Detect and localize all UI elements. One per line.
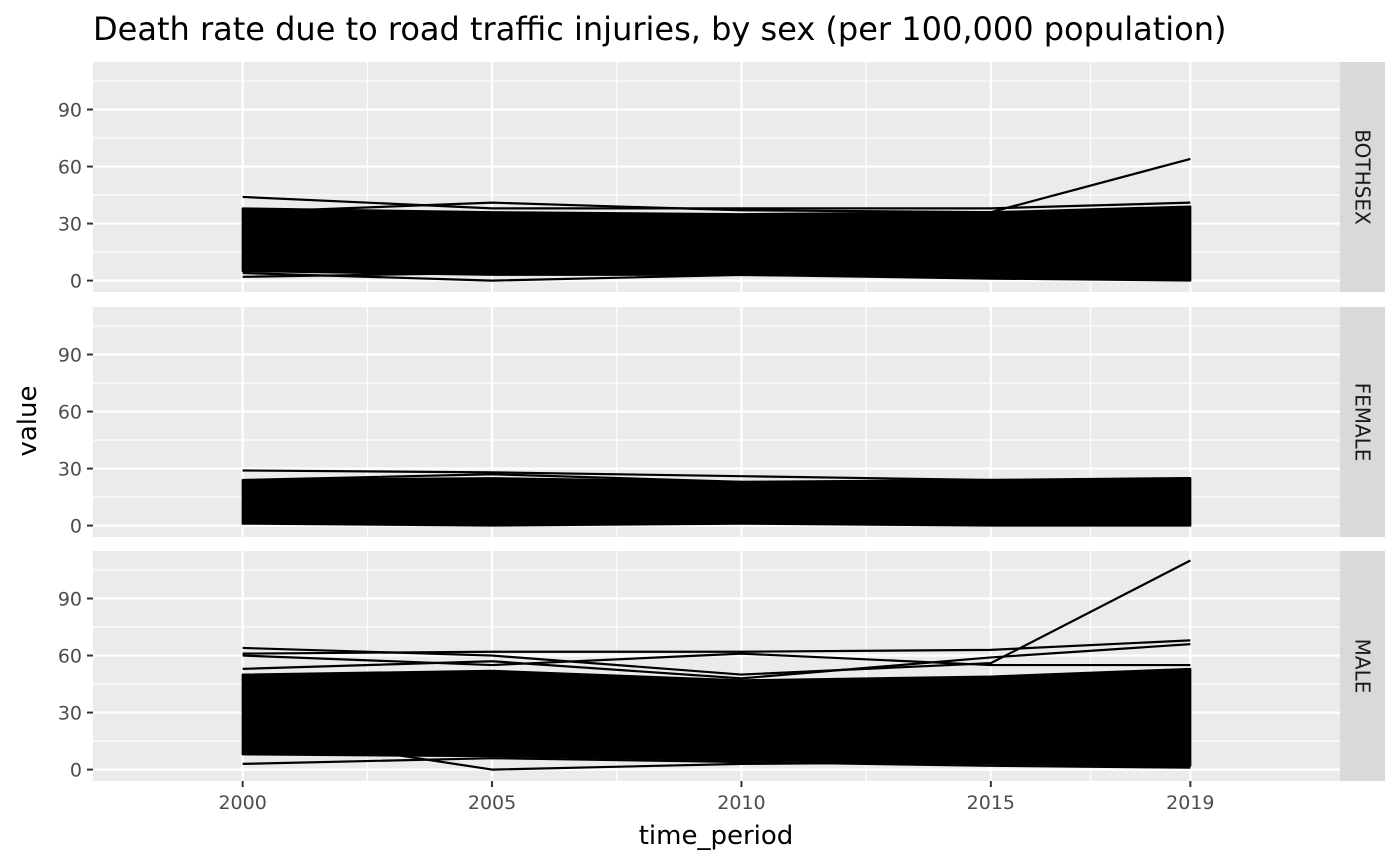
facet-panel-bothsex: 0 30 60 90 BOTHSEX bbox=[58, 62, 1385, 293]
series-band bbox=[241, 205, 1192, 282]
facet-strip-label: MALE bbox=[1351, 639, 1375, 694]
y-tick-label: 60 bbox=[58, 402, 82, 424]
x-tick-label: 2019 bbox=[1166, 792, 1214, 814]
x-tick-label: 2010 bbox=[717, 792, 765, 814]
series-line bbox=[242, 652, 1191, 667]
series-line bbox=[242, 157, 1191, 214]
facet-panel-male: 0 30 60 90 MALE bbox=[58, 551, 1385, 782]
facet-panel-female: 0 30 60 90 FEMALE bbox=[58, 307, 1385, 538]
y-tick-label: 90 bbox=[58, 589, 82, 611]
series-group bbox=[241, 469, 1192, 527]
y-tick-label: 30 bbox=[58, 703, 82, 725]
series-line bbox=[242, 559, 1191, 676]
facet-panels: 0 30 60 90 BOTHSEX 0 30 60 90 FEMALE 0 30 60 90 MALE bbox=[58, 62, 1385, 782]
facet-strip bbox=[1340, 62, 1385, 292]
x-tick-label: 2000 bbox=[218, 792, 266, 814]
y-tick-label: 90 bbox=[58, 100, 82, 122]
series-group bbox=[241, 559, 1192, 771]
series-band bbox=[241, 477, 1192, 527]
series-line bbox=[242, 730, 1191, 771]
y-tick-label: 0 bbox=[70, 760, 82, 782]
series-line bbox=[242, 643, 1191, 680]
facet-strip-label: BOTHSEX bbox=[1351, 129, 1375, 225]
chart-title: Death rate due to road traffic injuries,… bbox=[93, 10, 1227, 48]
y-tick-label: 90 bbox=[58, 345, 82, 367]
x-axis-title: time_period bbox=[639, 821, 794, 851]
y-tick-label: 0 bbox=[70, 516, 82, 538]
x-tick-label: 2015 bbox=[967, 792, 1015, 814]
series-line bbox=[242, 473, 1191, 483]
series-band bbox=[241, 667, 1192, 767]
x-tick-label: 2005 bbox=[468, 792, 516, 814]
x-axis: 2000 2005 2010 2015 2019 bbox=[218, 781, 1215, 814]
y-tick-label: 30 bbox=[58, 459, 82, 481]
y-tick-label: 30 bbox=[58, 214, 82, 236]
series-line bbox=[242, 271, 1191, 282]
y-axis-title: value bbox=[13, 385, 43, 456]
series-group bbox=[241, 157, 1192, 282]
series-line bbox=[242, 757, 1191, 769]
y-tick-label: 60 bbox=[58, 157, 82, 179]
y-tick-label: 0 bbox=[70, 271, 82, 293]
facet-strip bbox=[1340, 307, 1385, 537]
facet-strip-label: FEMALE bbox=[1351, 383, 1375, 462]
facet-strip bbox=[1340, 551, 1385, 781]
y-tick-label: 60 bbox=[58, 646, 82, 668]
series-line bbox=[242, 195, 1191, 210]
